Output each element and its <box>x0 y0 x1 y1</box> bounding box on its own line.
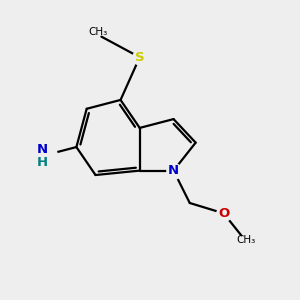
Text: CH₃: CH₃ <box>236 235 255 245</box>
Text: CH₃: CH₃ <box>89 27 108 37</box>
Text: O: O <box>218 207 229 220</box>
Text: S: S <box>135 51 145 64</box>
Text: H: H <box>37 156 48 169</box>
Text: N: N <box>37 143 48 156</box>
Text: N: N <box>168 164 179 177</box>
